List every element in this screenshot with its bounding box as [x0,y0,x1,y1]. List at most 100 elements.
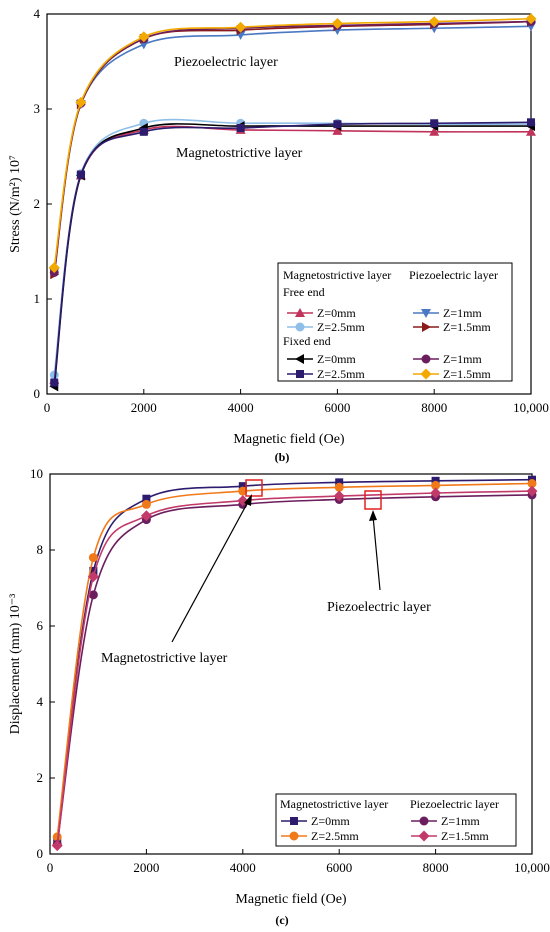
chart-c-data-point [527,479,537,488]
chart-c-series [51,475,538,852]
chart-b-legend: Magnetostrictive layer Piezoelectric lay… [277,262,513,382]
chart-b: 0 2000 4000 6000 8000 10,000 0 1 2 3 4 Piezoelectr… [8,6,549,464]
chart-c-legend-box [275,793,517,847]
chart-c-ytick-label: 6 [37,618,44,633]
chart-c-data-point [238,482,247,491]
chart-c-xtick-label: 10,000 [514,860,550,875]
chart-c-legend-entry: Z=1.5mm [411,829,489,843]
chart-b-legend-entry: Z=1.5mm [413,367,491,381]
chart-c-xlabel: Magnetic field (Oe) [235,892,347,907]
chart-b-xtick-label: 8000 [421,400,447,415]
chart-c-ylabel: Displacement (mm) 10⁻³ [8,594,23,735]
chart-b-legend-entry: Z=0mm [287,306,356,320]
chart-b-legend-marker [295,308,305,317]
chart-c-data-point [526,485,538,497]
chart-b-ytick-label: 4 [34,6,41,21]
chart-b-data-point [429,126,440,136]
chart-c-legend-label: Z=0mm [311,814,350,828]
chart-b-legend-marker [420,368,432,380]
chart-b-legend-marker [421,354,431,364]
chart-b-legend-label: Z=1.5mm [443,367,491,381]
chart-c-series-line [56,494,533,845]
chart-b-legend-marker [421,309,431,318]
chart-c-xtick-label: 0 [47,860,54,875]
chart-c-arrow-piezo [369,510,381,591]
chart-c-legend-header-piezo: Piezoelectric layer [410,797,499,811]
chart-b-legend-label: Z=1mm [443,306,482,320]
chart-c-highlight-piezo [364,490,382,510]
chart-b-legend-label: Z=2.5mm [317,320,365,334]
chart-c-legend: Magnetostrictive layer Piezoelectric lay… [275,793,517,847]
chart-c-ytick-label: 10 [30,466,43,481]
chart-c-legend-marker [289,831,299,841]
chart-c-plot-frame [49,473,533,855]
chart-b-legend-label: Z=1mm [443,352,482,366]
chart-b-legend-entry: Z=2.5mm [287,367,365,381]
chart-c-data-point [334,482,344,492]
chart-c-series-3 [51,485,538,852]
chart-b-legend-header-piezo: Piezoelectric layer [409,268,498,282]
chart-b-legend-group-fixed: Fixed end [283,334,331,348]
chart-b-data-point [49,370,59,380]
chart-b-series-7 [48,13,537,274]
chart-c-data-point [88,590,98,600]
chart-c-data-point [52,832,62,842]
chart-c-data-point [89,566,98,575]
chart-b-data-point [527,118,535,127]
chart-b-ylabel: Stress (N/m²) 10⁷ [8,155,23,253]
chart-b-data-point [50,378,59,387]
chart-b-legend-entries: Z=0mm Z=1mm Z=2.5mm Z=1.5mm Z=0mm Z=1mm Z=2.5m… [287,306,491,381]
chart-b-legend-entry: Z=0mm [287,352,356,366]
chart-b-data-point [428,16,440,28]
chart-c-xtick-label: 4000 [230,860,256,875]
chart-c-data-point [51,840,63,852]
chart-c-xtick-label: 6000 [326,860,352,875]
chart-b-legend-marker [295,354,304,364]
chart-c-panel-label: (c) [275,913,288,927]
chart-b-data-point [333,120,342,129]
chart-b-xtick-label: 6000 [324,400,350,415]
chart-b-data-point [525,13,537,25]
chart-c-arrow-magneto [171,494,252,643]
chart-b-data-point [48,262,60,274]
chart-b-legend-label: Z=0mm [317,352,356,366]
chart-c-legend-label: Z=2.5mm [311,829,359,843]
chart-b-data-point [75,96,87,108]
chart-c-data-point [430,487,442,499]
chart-b-panel-label: (b) [275,450,290,464]
chart-b-data-point [430,119,439,128]
chart-b-legend-entry: Z=1mm [413,306,482,320]
chart-b-data-point [526,126,536,136]
chart-b-data-point [138,31,150,43]
chart-b-xtick-label: 0 [44,400,51,415]
chart-b-ytick-label: 3 [34,101,41,116]
chart-c-ticks: 0 2000 4000 6000 8000 10,000 0 2 4 6 8 10 [30,466,550,875]
chart-b-legend-box [277,262,513,382]
chart-c-data-point [88,553,98,563]
chart-c-xtick-label: 2000 [133,860,159,875]
chart-c-legend-entries: Z=0mm Z=1mm Z=2.5mm Z=1.5mm [281,814,489,843]
chart-b-series-3 [50,118,535,387]
chart-b-ytick-label: 2 [34,196,41,211]
chart-b-series [48,13,537,392]
chart-b-legend-label: Z=0mm [317,306,356,320]
chart-c-series-1 [52,479,537,842]
chart-b-legend-marker [295,322,305,332]
chart-b-annotation-magneto: Magnetostrictive layer [176,146,303,161]
chart-b-data-point [332,125,343,135]
chart-b-legend-label: Z=2.5mm [317,367,365,381]
chart-c-data-point [333,490,345,502]
chart-b-data-point [236,124,245,132]
chart-c-ytick-label: 0 [37,846,44,861]
chart-b-data-point [331,18,343,29]
chart-b-legend-entry: Z=2.5mm [287,320,365,334]
chart-b-xtick-label: 4000 [228,400,254,415]
chart-c-legend-entry: Z=1mm [411,814,480,828]
chart-c-series-line [56,490,533,846]
chart-c-legend-entry: Z=2.5mm [281,829,359,843]
chart-b-ticks: 0 2000 4000 6000 8000 10,000 0 1 2 3 4 [34,6,549,415]
chart-c: 0 2000 4000 6000 8000 10,000 0 2 4 6 8 10 Magnetost… [8,466,550,927]
chart-b-annotation-piezo: Piezoelectric layer [174,55,278,70]
chart-c-data-point [87,571,99,583]
